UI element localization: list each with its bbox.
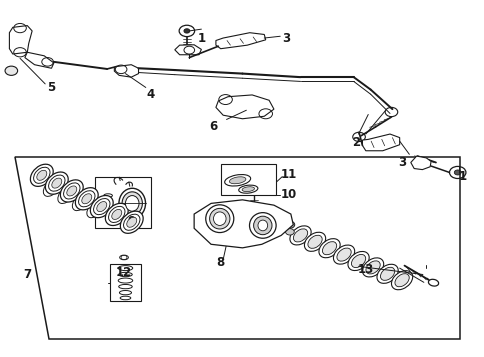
Ellipse shape <box>118 278 133 283</box>
Text: 13: 13 <box>357 263 373 276</box>
Ellipse shape <box>209 208 229 229</box>
Text: 9: 9 <box>127 215 135 228</box>
Ellipse shape <box>93 198 110 215</box>
FancyBboxPatch shape <box>220 164 276 195</box>
Ellipse shape <box>87 200 103 218</box>
Circle shape <box>285 221 294 228</box>
Ellipse shape <box>48 175 65 191</box>
Ellipse shape <box>213 212 226 225</box>
Ellipse shape <box>376 264 397 283</box>
Text: 10: 10 <box>280 188 296 201</box>
Text: 3: 3 <box>281 31 289 45</box>
Ellipse shape <box>242 187 254 192</box>
Polygon shape <box>15 157 459 338</box>
Ellipse shape <box>58 186 74 203</box>
Ellipse shape <box>289 226 311 245</box>
Ellipse shape <box>90 196 113 218</box>
Ellipse shape <box>37 170 46 180</box>
Ellipse shape <box>120 296 131 300</box>
Circle shape <box>285 228 294 235</box>
Polygon shape <box>215 33 265 49</box>
Ellipse shape <box>391 271 412 290</box>
Text: 1: 1 <box>197 31 205 45</box>
Ellipse shape <box>52 178 61 188</box>
Ellipse shape <box>67 186 76 196</box>
Ellipse shape <box>253 216 272 235</box>
Ellipse shape <box>82 194 91 204</box>
Ellipse shape <box>123 214 140 230</box>
Ellipse shape <box>229 177 245 184</box>
Ellipse shape <box>347 251 368 271</box>
Ellipse shape <box>101 207 118 225</box>
Ellipse shape <box>105 203 128 226</box>
Ellipse shape <box>33 167 50 183</box>
Text: 2: 2 <box>351 136 360 150</box>
Ellipse shape <box>248 190 259 195</box>
Ellipse shape <box>318 238 339 258</box>
Ellipse shape <box>304 232 325 251</box>
Text: 8: 8 <box>216 256 225 268</box>
Ellipse shape <box>224 175 250 186</box>
Ellipse shape <box>205 205 233 232</box>
Polygon shape <box>9 26 32 54</box>
Ellipse shape <box>63 183 80 199</box>
Ellipse shape <box>119 291 131 295</box>
Ellipse shape <box>333 245 354 264</box>
Ellipse shape <box>238 185 257 193</box>
Ellipse shape <box>394 274 408 287</box>
Ellipse shape <box>75 188 98 210</box>
Ellipse shape <box>126 217 136 227</box>
Ellipse shape <box>336 248 350 261</box>
Ellipse shape <box>118 266 133 271</box>
Ellipse shape <box>30 164 53 186</box>
Ellipse shape <box>125 196 139 211</box>
Polygon shape <box>410 156 430 170</box>
Ellipse shape <box>60 180 83 202</box>
Text: 3: 3 <box>397 156 405 169</box>
Polygon shape <box>174 45 201 55</box>
Circle shape <box>454 170 460 175</box>
Ellipse shape <box>379 267 394 280</box>
Polygon shape <box>194 200 293 248</box>
Ellipse shape <box>119 285 132 289</box>
Text: 12: 12 <box>116 266 132 279</box>
Ellipse shape <box>307 235 321 248</box>
Ellipse shape <box>108 206 125 222</box>
Text: 4: 4 <box>146 89 154 101</box>
Ellipse shape <box>322 242 336 255</box>
Text: 5: 5 <box>47 81 55 94</box>
FancyBboxPatch shape <box>109 264 141 301</box>
Polygon shape <box>114 65 138 77</box>
Ellipse shape <box>120 255 128 260</box>
Ellipse shape <box>293 229 307 242</box>
Ellipse shape <box>43 179 60 196</box>
Ellipse shape <box>427 279 438 286</box>
Ellipse shape <box>72 193 89 211</box>
Ellipse shape <box>257 220 267 231</box>
Polygon shape <box>362 134 399 151</box>
Ellipse shape <box>45 172 68 194</box>
Text: 11: 11 <box>280 169 296 181</box>
Ellipse shape <box>365 261 379 274</box>
FancyBboxPatch shape <box>95 177 151 228</box>
Ellipse shape <box>119 188 145 218</box>
Polygon shape <box>25 52 54 68</box>
Text: 7: 7 <box>23 268 31 281</box>
Ellipse shape <box>120 211 143 233</box>
Ellipse shape <box>119 272 132 277</box>
Ellipse shape <box>111 210 121 220</box>
Ellipse shape <box>351 255 365 267</box>
Ellipse shape <box>249 213 275 238</box>
Polygon shape <box>215 95 273 119</box>
Ellipse shape <box>122 192 142 215</box>
Ellipse shape <box>78 191 95 207</box>
Ellipse shape <box>362 258 383 277</box>
Text: 6: 6 <box>209 120 217 134</box>
Text: 1: 1 <box>457 170 466 183</box>
Circle shape <box>5 66 17 75</box>
Circle shape <box>183 29 189 33</box>
Ellipse shape <box>97 202 106 212</box>
